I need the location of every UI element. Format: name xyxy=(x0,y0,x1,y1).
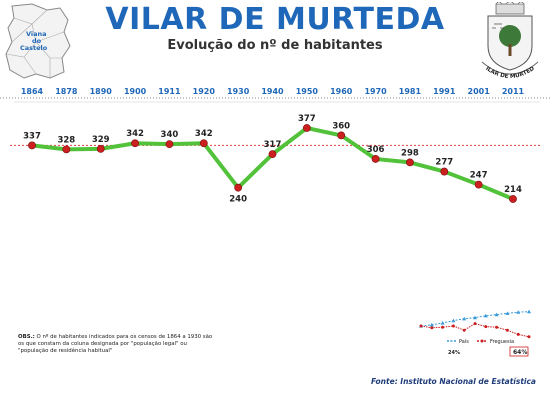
crest-tree-icon xyxy=(499,25,521,47)
data-label-1864: 337 xyxy=(23,131,41,141)
year-label-1911: 1911 xyxy=(158,87,181,96)
inset-point-freguesia-3 xyxy=(451,324,455,328)
inset-point-freguesia-9 xyxy=(516,332,520,336)
data-point-1940 xyxy=(268,150,277,159)
year-label-1991: 1991 xyxy=(433,87,456,96)
year-label-1878: 1878 xyxy=(55,87,78,96)
inset-point-freguesia-6 xyxy=(484,325,488,329)
data-label-1930: 240 xyxy=(229,195,247,205)
map-label-line-3: Castelo xyxy=(20,44,48,52)
data-point-1920 xyxy=(199,139,208,148)
inset-series-pais xyxy=(420,311,530,327)
year-label-1930: 1930 xyxy=(227,87,250,96)
data-source: Fonte: Instituto Nacional de Estatística xyxy=(370,377,536,386)
data-point-1930 xyxy=(234,183,243,192)
page-title: VILAR DE MURTEDA xyxy=(105,2,445,37)
inset-point-pais-3 xyxy=(451,318,456,323)
year-label-1940: 1940 xyxy=(261,87,284,96)
data-label-1900: 342 xyxy=(126,129,144,139)
inset-point-freguesia-5 xyxy=(473,322,477,326)
observation-note-text: O nº de habitantes indicados para os cen… xyxy=(18,334,213,354)
legend-freguesia: Freguesia xyxy=(490,339,514,345)
data-label-1890: 329 xyxy=(92,135,110,145)
year-label-1981: 1981 xyxy=(399,87,422,96)
inset-point-pais-6 xyxy=(483,313,488,318)
data-label-1920: 342 xyxy=(195,129,213,139)
data-point-1900 xyxy=(131,139,139,148)
data-point-1991 xyxy=(440,167,449,176)
data-point-2011 xyxy=(509,195,517,203)
data-point-1878 xyxy=(62,145,71,154)
data-point-1960 xyxy=(337,131,346,140)
pais-change-label: 24% xyxy=(448,350,460,356)
freguesia-change-label: 64% xyxy=(513,349,527,356)
data-point-1950 xyxy=(302,124,311,132)
data-point-1981 xyxy=(406,158,414,167)
map-label-line-1: Viana xyxy=(26,30,47,38)
map-label-line-2: do xyxy=(32,37,42,45)
inset-point-pais-1 xyxy=(429,322,434,327)
data-label-1950: 377 xyxy=(298,114,316,124)
inset-point-freguesia-10 xyxy=(527,335,531,339)
year-label-1890: 1890 xyxy=(90,87,113,96)
year-label-1864: 1864 xyxy=(21,87,44,96)
year-label-1950: 1950 xyxy=(296,87,319,96)
inset-point-freguesia-7 xyxy=(495,325,499,329)
inset-point-pais-4 xyxy=(462,316,467,321)
inset-series-freguesia xyxy=(420,323,530,338)
freguesia-change-box xyxy=(509,346,529,357)
inset-point-freguesia-2 xyxy=(441,325,445,329)
legend-pais: País xyxy=(459,338,469,345)
data-label-1911: 340 xyxy=(161,130,179,140)
inset-point-pais-7 xyxy=(494,312,499,317)
year-label-2011: 2011 xyxy=(502,87,525,96)
year-label-2001: 2001 xyxy=(468,87,491,96)
data-point-1970 xyxy=(371,155,380,163)
inset-point-pais-2 xyxy=(440,321,445,325)
inset-point-pais-8 xyxy=(505,311,510,315)
inset-point-freguesia-0 xyxy=(419,324,423,328)
inset-point-pais-9 xyxy=(516,310,521,314)
year-label-1970: 1970 xyxy=(364,87,387,96)
year-label-1920: 1920 xyxy=(193,87,216,96)
data-label-1970: 306 xyxy=(367,145,385,155)
inset-point-freguesia-8 xyxy=(505,328,509,332)
data-point-1864 xyxy=(28,141,36,150)
inset-point-freguesia-4 xyxy=(462,328,466,332)
district-map: Viana do Castelo xyxy=(5,3,71,79)
inset-point-pais-10 xyxy=(527,309,531,314)
year-label-1960: 1960 xyxy=(330,87,353,96)
data-label-2001: 247 xyxy=(470,171,488,181)
data-point-1911 xyxy=(165,140,174,149)
data-label-1940: 317 xyxy=(264,140,282,150)
observation-note-label: OBS.: xyxy=(18,334,35,340)
inset-point-freguesia-1 xyxy=(430,326,434,330)
comparison-inset-chart: País Freguesia 24% 64% xyxy=(419,309,531,357)
data-label-1991: 277 xyxy=(435,158,453,168)
observation-note: OBS.: O nº de habitantes indicados para … xyxy=(18,334,218,355)
chart-subtitle: Evolução do nº de habitantes xyxy=(167,38,383,53)
data-point-1890 xyxy=(96,145,105,153)
data-label-1878: 328 xyxy=(57,135,75,145)
year-label-1900: 1900 xyxy=(124,87,147,96)
data-label-1960: 360 xyxy=(332,121,350,131)
data-point-2001 xyxy=(474,180,483,189)
coat-of-arms-crest: VILAR DE MURTEDA xyxy=(474,2,539,80)
inset-point-pais-5 xyxy=(473,315,477,320)
data-label-2011: 214 xyxy=(504,185,522,195)
data-label-1981: 298 xyxy=(401,148,419,158)
